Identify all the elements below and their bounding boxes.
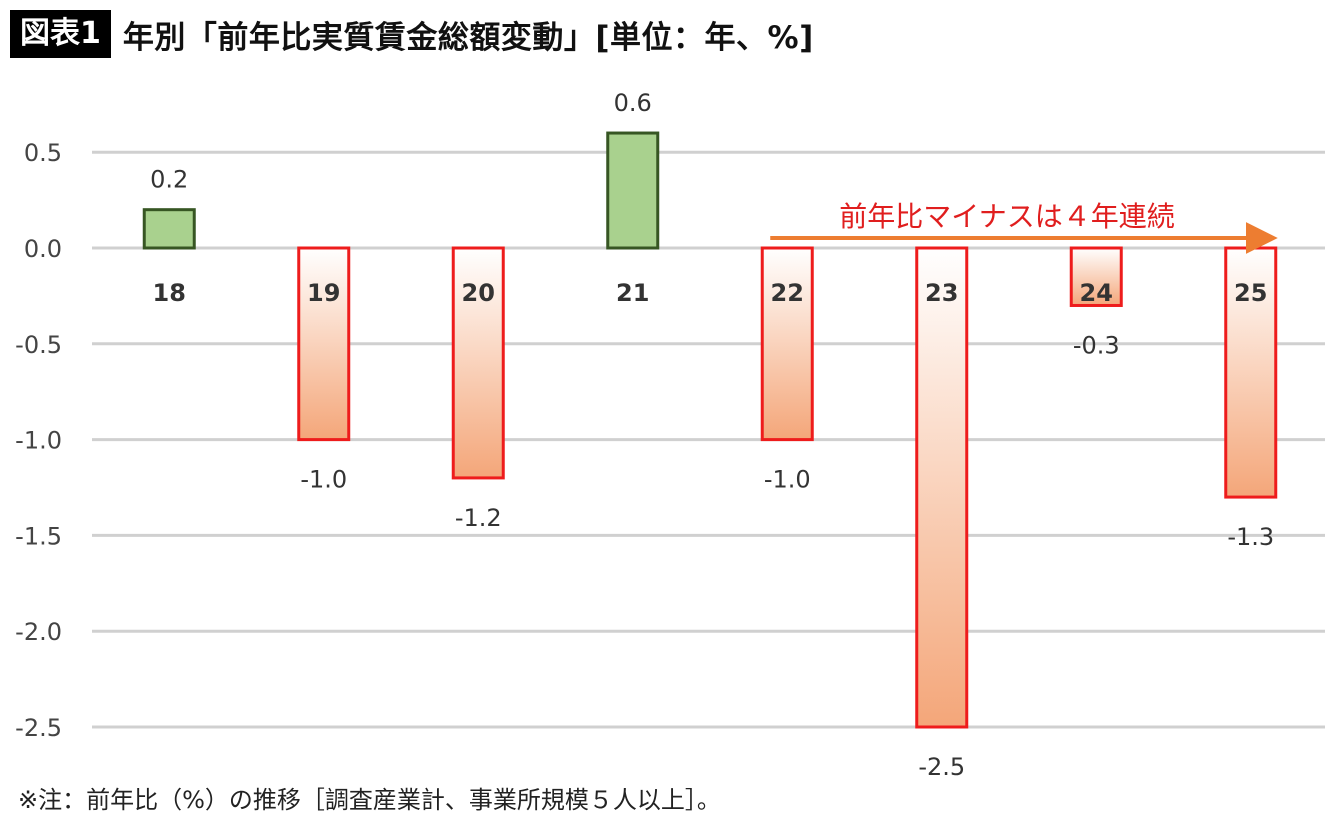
bar-19 [297, 246, 351, 442]
category-label: 24 [1080, 279, 1113, 307]
bar-22 [760, 246, 814, 442]
category-label: 20 [462, 279, 495, 307]
figure-badge: 図表1 [10, 10, 111, 58]
data-label: -1.0 [764, 466, 811, 494]
annotation-text: 前年比マイナスは４年連続 [839, 200, 1174, 233]
bar-18 [142, 208, 196, 250]
chart-header: 図表1 年別「前年比実質賃金総額変動」[単位：年、%] [10, 8, 814, 60]
y-tick-label: -2.0 [15, 618, 62, 646]
bar-25 [1224, 246, 1278, 499]
category-label: 21 [616, 279, 649, 307]
category-label: 19 [307, 279, 340, 307]
footnote: ※注：前年比（%）の推移［調査産業計、事業所規模５人以上］。 [18, 786, 721, 814]
category-label: 18 [153, 279, 186, 307]
y-tick-label: -0.5 [15, 331, 62, 359]
y-tick-label: -2.5 [15, 714, 62, 742]
data-label: -1.0 [300, 466, 347, 494]
y-tick-label: 0.5 [24, 139, 62, 167]
data-label: -0.3 [1073, 331, 1120, 359]
y-tick-label: -1.0 [15, 427, 62, 455]
y-tick-label: -1.5 [15, 522, 62, 550]
data-label: -1.2 [455, 504, 502, 532]
data-label: 0.6 [614, 89, 652, 117]
bar-21 [606, 131, 660, 250]
category-label: 25 [1234, 279, 1267, 307]
data-label: 0.2 [150, 166, 188, 194]
category-label: 22 [771, 279, 804, 307]
bar-20 [451, 246, 505, 480]
data-label: -2.5 [918, 753, 965, 781]
data-label: -1.3 [1227, 523, 1274, 551]
y-tick-label: 0.0 [24, 235, 62, 263]
bar-23 [915, 246, 969, 729]
bar-24 [1069, 246, 1123, 307]
chart-title: 年別「前年比実質賃金総額変動」[単位：年、%] [122, 19, 814, 56]
category-label: 23 [925, 279, 958, 307]
